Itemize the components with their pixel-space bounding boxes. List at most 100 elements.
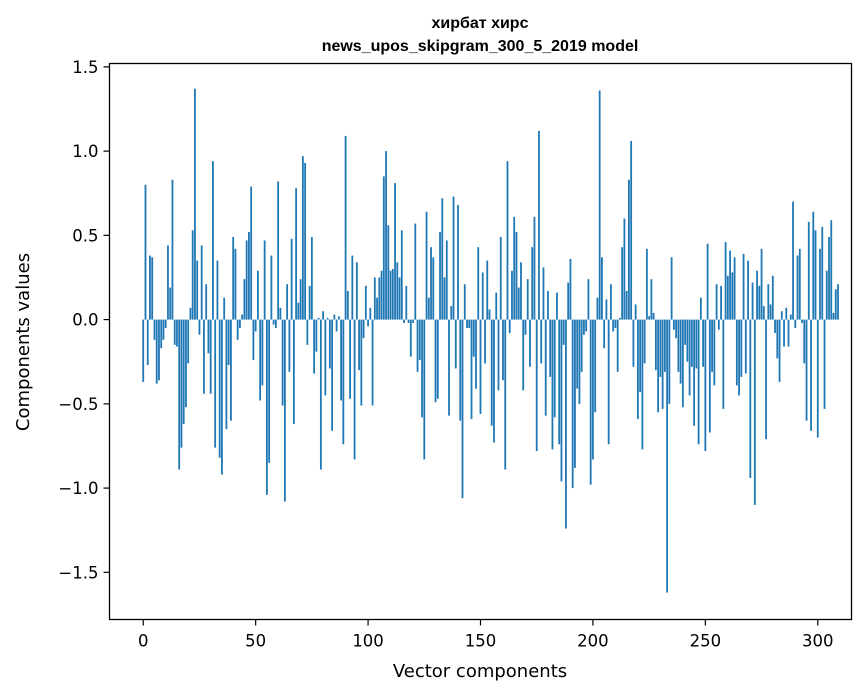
bar-component-248 — [699, 297, 702, 320]
bar-component-160 — [502, 319, 504, 381]
bar-component-190 — [569, 258, 572, 320]
bar-component-76 — [313, 319, 316, 374]
y-tick-label: 0.5 — [72, 226, 98, 245]
bar-component-254 — [713, 319, 716, 386]
y-tick-label: 1.5 — [72, 58, 98, 77]
bar-component-242 — [686, 319, 689, 362]
bar-series — [142, 88, 839, 593]
bar-component-98 — [362, 319, 365, 339]
bar-component-283 — [778, 319, 781, 382]
bar-component-87 — [337, 316, 340, 320]
bar-component-197 — [585, 319, 588, 332]
bar-component-246 — [695, 319, 698, 369]
bar-component-183 — [553, 319, 556, 418]
bar-component-68 — [295, 188, 298, 320]
bar-component-284 — [780, 311, 783, 320]
bar-component-276 — [762, 306, 765, 320]
bar-component-211 — [616, 319, 619, 372]
x-tick-label: 150 — [465, 632, 497, 651]
bar-component-64 — [286, 284, 289, 320]
bar-component-55 — [265, 319, 268, 495]
bar-component-104 — [376, 297, 378, 320]
bar-component-69 — [297, 302, 300, 320]
y-tick-label: −1.0 — [58, 479, 98, 498]
bar-component-191 — [571, 319, 574, 489]
bar-component-110 — [389, 270, 392, 320]
bar-component-73 — [306, 319, 309, 345]
bar-component-15 — [176, 319, 178, 347]
bar-component-171 — [526, 279, 529, 320]
bar-component-99 — [364, 285, 367, 320]
bar-component-194 — [578, 319, 581, 404]
x-tick-label: 50 — [245, 632, 266, 651]
bar-component-44 — [241, 314, 244, 320]
bar-component-119 — [409, 319, 412, 357]
bar-component-267 — [742, 253, 745, 320]
bar-component-256 — [717, 319, 720, 330]
bar-component-271 — [751, 282, 754, 320]
bar-component-288 — [789, 314, 792, 320]
bar-component-8 — [160, 319, 163, 349]
bar-component-51 — [257, 270, 259, 320]
bar-component-278 — [767, 284, 770, 320]
bar-component-5 — [153, 319, 156, 340]
bar-component-285 — [783, 319, 785, 347]
bar-component-30 — [209, 319, 212, 394]
bar-component-203 — [598, 90, 601, 320]
bar-component-257 — [720, 285, 722, 320]
bar-component-129 — [432, 257, 435, 320]
bar-component-182 — [551, 319, 554, 450]
bar-component-71 — [301, 156, 304, 320]
bar-component-139 — [454, 319, 457, 369]
bar-component-292 — [798, 248, 801, 320]
bar-component-63 — [283, 319, 286, 502]
bar-component-227 — [652, 312, 655, 320]
bar-component-89 — [342, 319, 345, 445]
bar-component-19 — [185, 319, 187, 408]
bar-component-274 — [758, 285, 761, 320]
bar-component-26 — [200, 245, 203, 320]
y-tick-label: −1.5 — [58, 563, 98, 582]
bar-component-163 — [508, 319, 511, 334]
bar-component-105 — [378, 277, 381, 320]
bar-component-124 — [421, 319, 423, 418]
y-axis-ticks: −1.5 −1.0 −0.5 0.0 0.5 1.0 1.5 — [58, 58, 110, 582]
bar-component-38 — [227, 319, 230, 366]
bar-component-291 — [796, 255, 799, 320]
bar-component-244 — [690, 319, 693, 367]
bar-component-66 — [290, 238, 293, 320]
bar-component-83 — [328, 319, 331, 369]
bar-component-162 — [506, 161, 509, 320]
bar-component-213 — [621, 247, 624, 320]
bar-component-148 — [475, 319, 477, 389]
bar-component-217 — [630, 141, 633, 320]
bar-component-81 — [324, 319, 327, 396]
bar-component-80 — [322, 311, 325, 320]
bar-component-28 — [205, 284, 208, 320]
bar-component-270 — [749, 319, 752, 478]
bar-component-238 — [677, 319, 680, 372]
bar-component-116 — [403, 319, 405, 323]
bar-component-174 — [533, 216, 536, 320]
bar-component-107 — [382, 176, 385, 320]
bar-component-302 — [821, 226, 824, 320]
bar-component-300 — [816, 319, 819, 438]
bar-component-141 — [459, 319, 462, 421]
bar-component-132 — [439, 231, 441, 320]
bar-component-212 — [619, 317, 621, 320]
bar-component-222 — [641, 319, 644, 450]
bar-component-130 — [434, 319, 437, 403]
bar-component-237 — [675, 319, 678, 339]
bar-component-259 — [724, 242, 727, 320]
bar-component-289 — [792, 201, 794, 320]
bar-component-34 — [218, 319, 221, 458]
bar-component-158 — [497, 319, 500, 391]
bar-component-250 — [704, 319, 707, 452]
bar-component-137 — [450, 306, 453, 320]
chart-title-line-1: хирбат хирс — [432, 15, 529, 32]
bar-component-205 — [603, 319, 606, 349]
bar-component-112 — [394, 183, 396, 320]
bar-component-59 — [274, 319, 277, 329]
bar-component-102 — [371, 319, 374, 406]
